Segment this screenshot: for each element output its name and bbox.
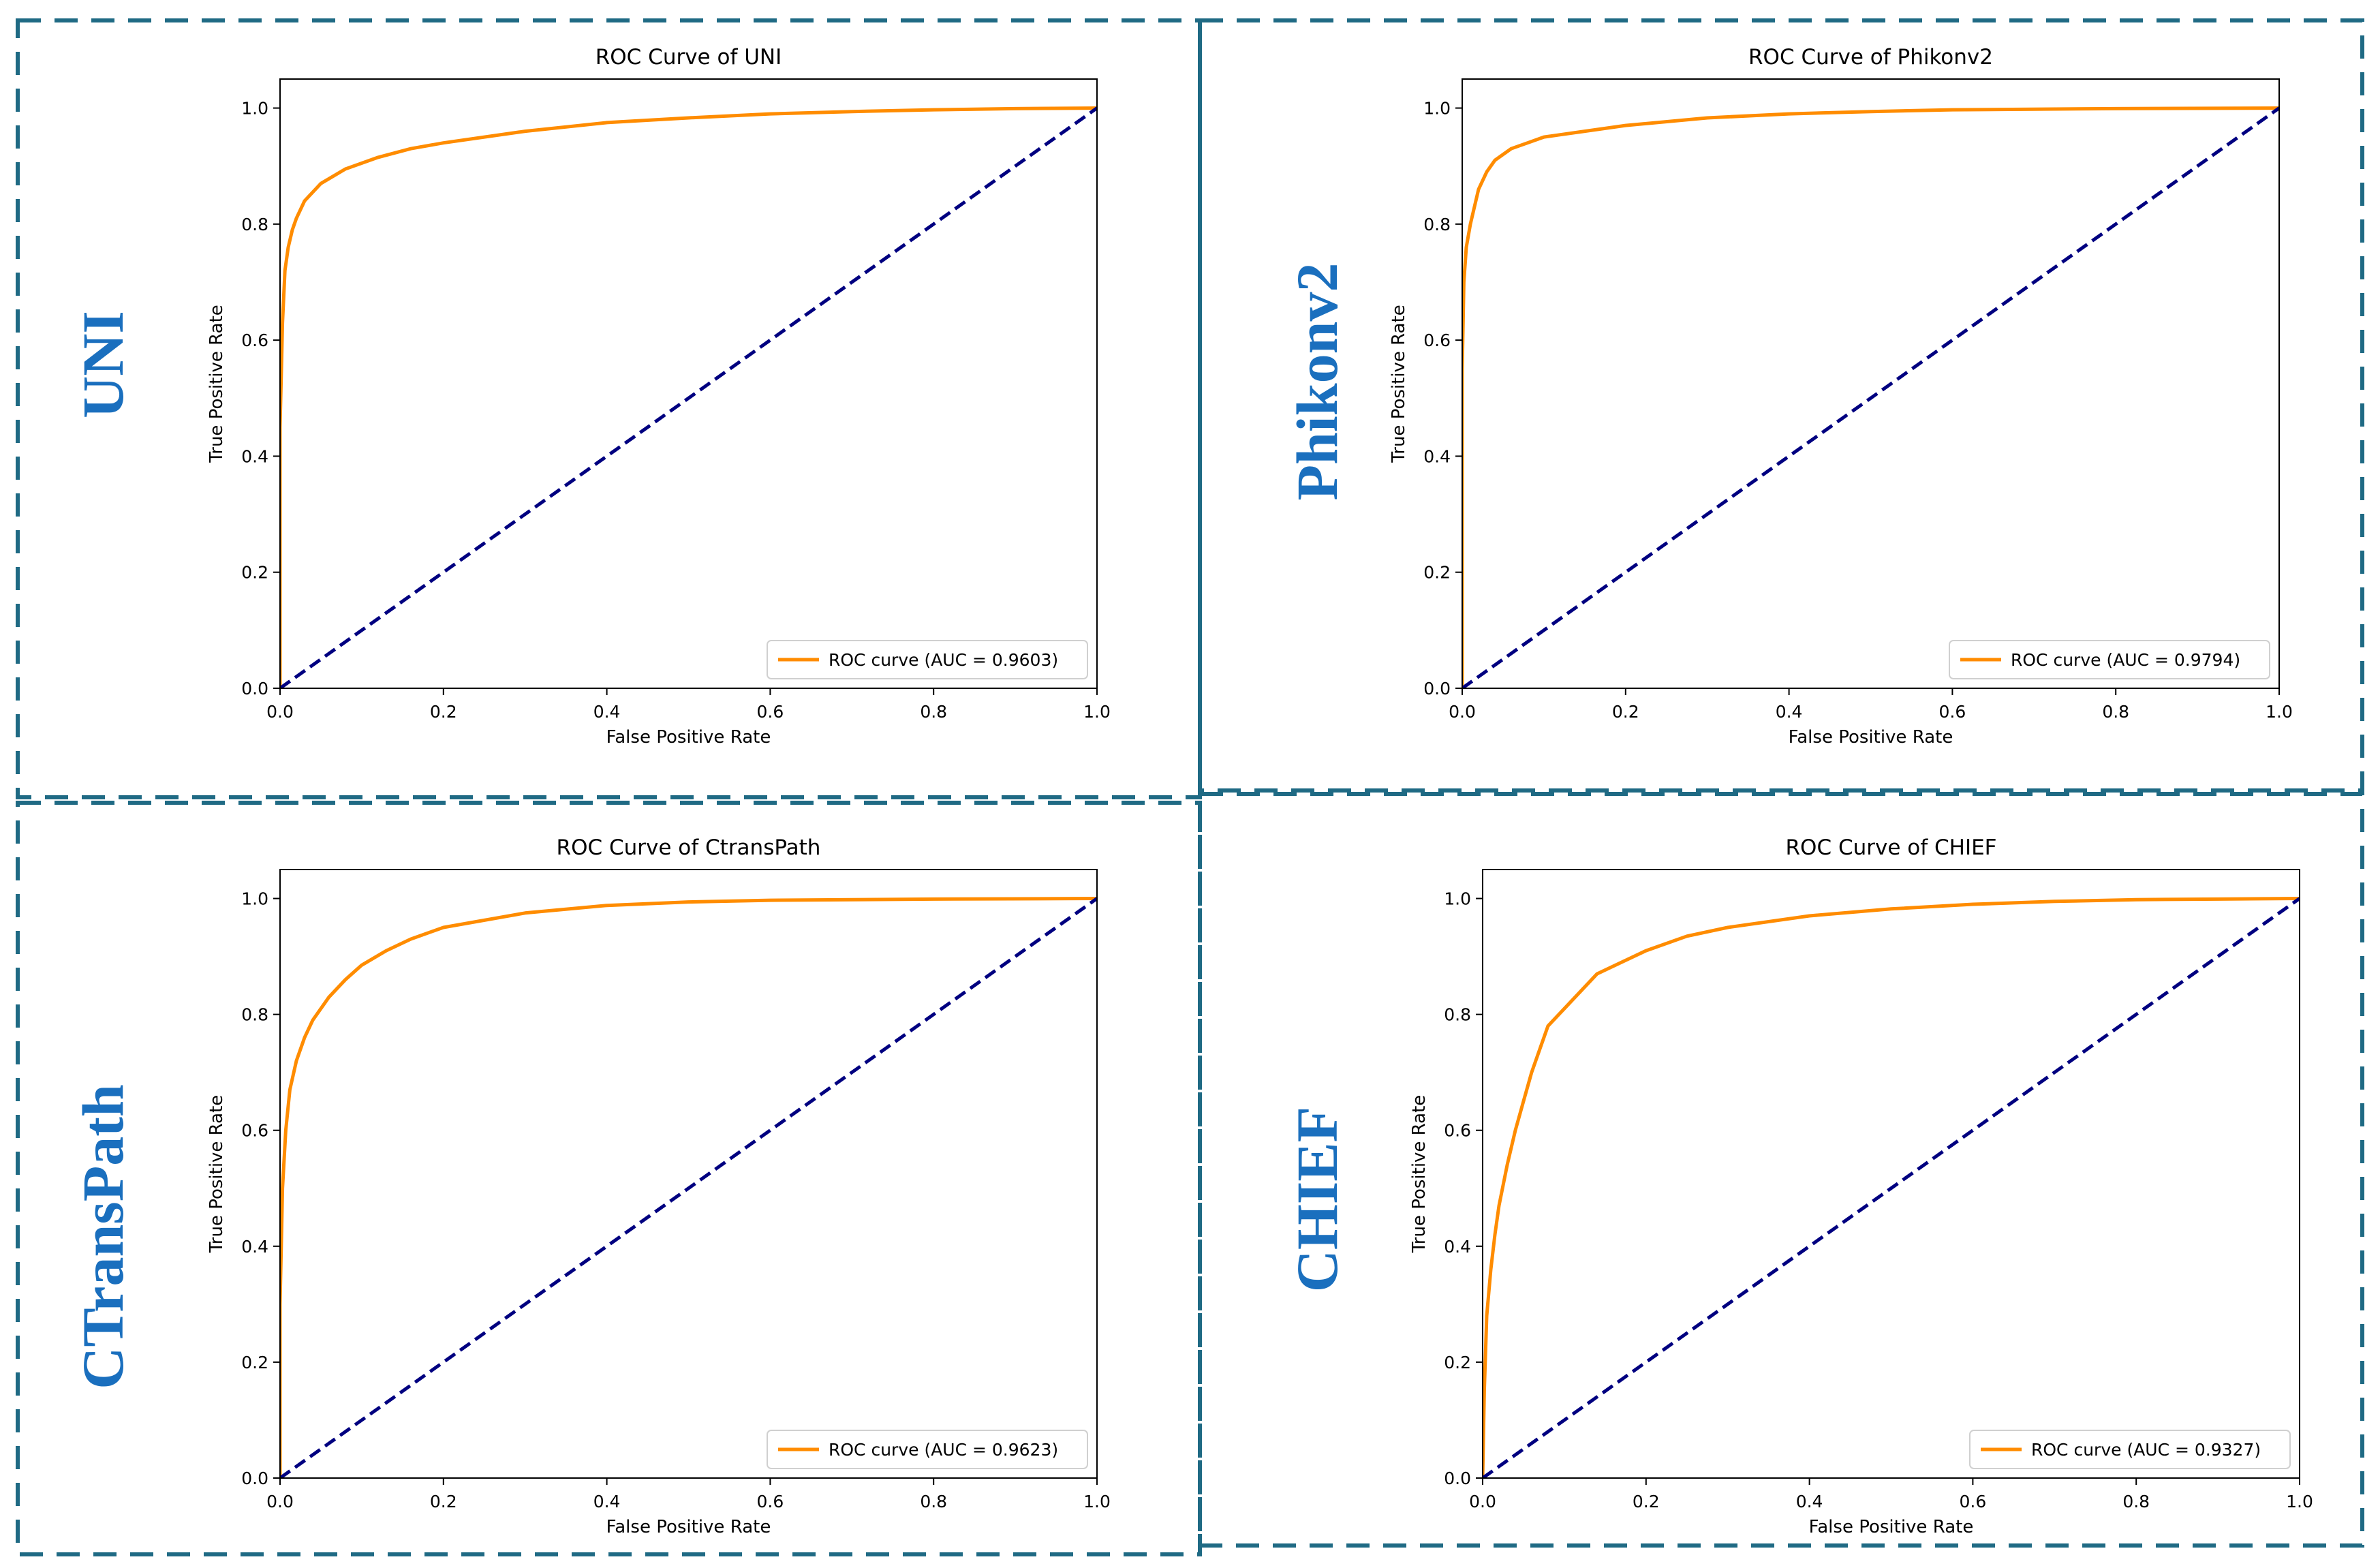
uni-chance-line (280, 106, 1097, 688)
chief-chart-title: ROC Curve of CHIEF (1786, 835, 1997, 860)
uni-y-tick-label: 0.6 (241, 330, 268, 350)
phikonv2-x-tick-label: 0.6 (1939, 702, 1966, 722)
ctranspath-y-tick-label: 1.0 (241, 889, 268, 909)
model-label-phikonv2: Phikonv2 (1284, 263, 1350, 501)
ctranspath-x-tick-label: 1.0 (1083, 1492, 1111, 1511)
phikonv2-axes-frame (1462, 78, 2280, 689)
chief-x-tick-label: 0.0 (1469, 1492, 1496, 1511)
uni-x-tick-label: 0.4 (593, 702, 621, 722)
uni-y-tick-label: 0.8 (241, 215, 268, 234)
chief-y-tick-label: 0.0 (1444, 1469, 1471, 1488)
phikonv2-chance-line (1462, 106, 2279, 688)
chief-x-tick-label: 0.2 (1633, 1492, 1660, 1511)
ctranspath-y-tick-label: 0.0 (241, 1469, 268, 1488)
model-label-uni: UNI (70, 311, 136, 418)
uni-chart-title: ROC Curve of UNI (596, 45, 782, 70)
ctranspath-x-tick-label: 0.4 (593, 1492, 621, 1511)
panel-frames (16, 18, 2364, 1556)
phikonv2-chart-title: ROC Curve of Phikonv2 (1748, 45, 1993, 70)
chief-y-tick-label: 0.4 (1444, 1237, 1471, 1257)
chief-y-tick-label: 0.6 (1444, 1121, 1471, 1141)
phikonv2-x-axis-label: False Positive Rate (1789, 727, 1953, 748)
ctranspath-y-tick-label: 0.2 (241, 1353, 268, 1372)
phikonv2-y-tick-label: 0.4 (1423, 446, 1451, 466)
uni-x-axis-label: False Positive Rate (606, 727, 771, 748)
ctranspath-x-tick-label: 0.8 (920, 1492, 947, 1511)
chief-legend-box (1969, 1430, 2291, 1469)
uni-legend-box (767, 640, 1088, 679)
ctranspath-y-tick-label: 0.8 (241, 1005, 268, 1025)
uni-roc-curve (280, 106, 1097, 688)
chief-x-axis-label: False Positive Rate (1809, 1517, 1974, 1537)
roc-chart-chief: ROC Curve of CHIEF 0.0 0.2 0.4 0.6 0.8 1.0 0.0 0… (1409, 835, 2313, 1537)
model-label-chief: CHIEF (1284, 1107, 1350, 1292)
ctranspath-x-axis-label: False Positive Rate (606, 1517, 771, 1537)
phikonv2-y-tick-label: 0.2 (1423, 563, 1451, 583)
uni-y-tick-label: 1.0 (241, 99, 268, 119)
ctranspath-roc-curve (280, 897, 1097, 1478)
uni-y-axis-label: True Positive Rate (206, 305, 227, 463)
chief-y-tick-label: 0.8 (1444, 1005, 1471, 1025)
uni-legend-label: ROC curve (AUC = 0.9603) (829, 650, 1058, 670)
phikonv2-x-tick-label: 0.2 (1612, 702, 1639, 722)
ctranspath-y-tick-label: 0.6 (241, 1121, 268, 1141)
chief-x-tick-label: 1.0 (2286, 1492, 2313, 1511)
ctranspath-legend-box (767, 1430, 1088, 1469)
uni-y-tick-label: 0.0 (241, 679, 268, 698)
phikonv2-x-tick-label: 1.0 (2266, 702, 2293, 722)
phikonv2-x-tick-label: 0.4 (1776, 702, 1803, 722)
chief-y-tick-label: 1.0 (1444, 889, 1471, 909)
uni-x-tick-label: 0.0 (266, 702, 294, 722)
frame-uni (16, 18, 1202, 799)
phikonv2-roc-curve (1462, 106, 2279, 688)
chief-axes-frame (1482, 869, 2300, 1479)
ctranspath-axes-frame (279, 869, 1098, 1479)
chief-roc-curve (1483, 897, 2300, 1478)
roc-chart-uni: ROC Curve of UNI 0.0 0.2 0.4 0.6 0.8 1.0 0.0 0.2… (206, 45, 1111, 748)
phikonv2-x-tick-label: 0.8 (2102, 702, 2129, 722)
chief-x-tick-label: 0.6 (1960, 1492, 1987, 1511)
model-label-ctranspath: CTransPath (70, 1084, 136, 1389)
phikonv2-y-axis-label: True Positive Rate (1389, 305, 1409, 463)
phikonv2-legend-label: ROC curve (AUC = 0.9794) (2011, 650, 2240, 670)
chief-y-axis-label: True Positive Rate (1409, 1095, 1429, 1254)
uni-y-tick-label: 0.2 (241, 563, 268, 583)
phikonv2-y-tick-label: 0.6 (1423, 330, 1451, 350)
phikonv2-y-tick-label: 0.8 (1423, 215, 1451, 234)
ctranspath-chart-title: ROC Curve of CtransPath (557, 835, 821, 860)
chief-x-tick-label: 0.4 (1796, 1492, 1823, 1511)
roc-chart-ctranspath: ROC Curve of CtransPath 0.0 0.2 0.4 0.6 0.8 1.… (206, 835, 1111, 1537)
phikonv2-y-tick-label: 1.0 (1423, 99, 1451, 119)
phikonv2-y-tick-label: 0.0 (1423, 679, 1451, 698)
phikonv2-x-tick-label: 0.0 (1449, 702, 1476, 722)
uni-x-tick-label: 0.6 (757, 702, 784, 722)
ctranspath-x-tick-label: 0.6 (757, 1492, 784, 1511)
uni-x-tick-label: 0.2 (430, 702, 457, 722)
chief-y-tick-label: 0.2 (1444, 1353, 1471, 1372)
uni-axes-frame (279, 78, 1098, 689)
ctranspath-chance-line (280, 897, 1097, 1478)
uni-x-tick-label: 0.8 (920, 702, 947, 722)
phikonv2-legend-box (1949, 640, 2270, 679)
roc-chart-phikonv2: ROC Curve of Phikonv2 0.0 0.2 0.4 0.6 0.8 1.0 0… (1389, 45, 2293, 748)
chief-legend-label: ROC curve (AUC = 0.9327) (2031, 1440, 2261, 1460)
chief-chance-line (1483, 897, 2300, 1478)
chief-x-tick-label: 0.8 (2122, 1492, 2150, 1511)
uni-y-tick-label: 0.4 (241, 446, 268, 466)
uni-x-tick-label: 1.0 (1083, 702, 1111, 722)
ctranspath-y-tick-label: 0.4 (241, 1237, 268, 1257)
ctranspath-legend-label: ROC curve (AUC = 0.9623) (829, 1440, 1058, 1460)
ctranspath-x-tick-label: 0.2 (430, 1492, 457, 1511)
ctranspath-x-tick-label: 0.0 (266, 1492, 294, 1511)
ctranspath-y-axis-label: True Positive Rate (206, 1095, 227, 1254)
frame-phikonv2 (1198, 18, 2364, 793)
